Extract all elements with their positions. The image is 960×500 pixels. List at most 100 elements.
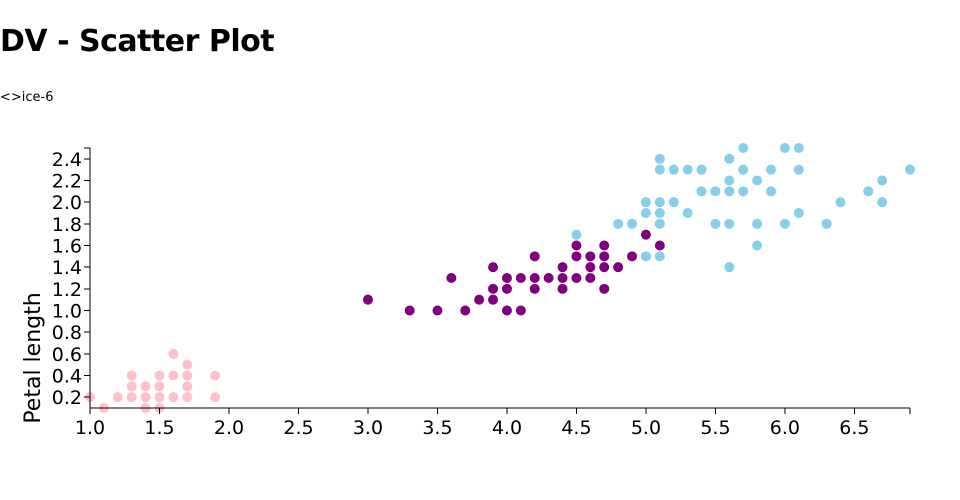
- data-point: [752, 240, 763, 251]
- y-tick-label: 0.4: [52, 366, 82, 388]
- data-point: [779, 143, 790, 153]
- data-point: [460, 305, 471, 316]
- data-point: [766, 186, 777, 197]
- y-tick-label: 0.8: [52, 322, 82, 344]
- data-point: [154, 370, 165, 381]
- data-point: [738, 186, 749, 197]
- data-point: [515, 305, 526, 316]
- page-title: DV - Scatter Plot: [0, 24, 275, 59]
- data-point: [529, 273, 540, 283]
- y-tick-label: 1.0: [52, 301, 82, 323]
- data-point: [515, 273, 526, 283]
- data-point: [627, 218, 638, 229]
- data-point: [126, 381, 137, 392]
- data-point: [404, 305, 415, 316]
- y-tick-label: 1.8: [52, 214, 82, 236]
- data-point: [488, 294, 499, 305]
- y-tick-label: 1.2: [52, 279, 82, 301]
- data-point: [168, 392, 179, 403]
- data-point: [571, 273, 582, 283]
- page-subtitle: <>ice-6: [0, 90, 54, 105]
- y-tick-label: 0.6: [52, 344, 82, 366]
- data-point: [710, 218, 721, 229]
- x-tick-label: 4.5: [561, 417, 591, 439]
- data-point: [724, 153, 735, 164]
- x-axis: 1.0 1.5 2.0 2.5 3.0 3.5 4.0 4.5 5.0 5.5 6.0 6.5: [75, 407, 911, 439]
- data-point: [154, 381, 165, 392]
- data-point: [766, 164, 777, 175]
- data-point: [682, 164, 693, 175]
- data-point: [168, 348, 179, 359]
- data-point: [362, 294, 373, 305]
- data-point: [529, 251, 540, 262]
- x-tick-label: 3.5: [422, 417, 452, 439]
- data-point: [793, 208, 804, 218]
- data-point: [738, 164, 749, 175]
- data-point: [501, 305, 512, 316]
- x-tick-label: 1.5: [144, 417, 174, 439]
- x-tick-label: 2.5: [283, 417, 313, 439]
- data-point: [585, 273, 596, 283]
- data-point: [752, 218, 763, 229]
- data-point: [793, 164, 804, 175]
- y-axis-title: Petal length: [21, 292, 46, 423]
- data-point: [599, 283, 610, 294]
- data-point: [640, 197, 651, 208]
- data-point: [168, 370, 179, 381]
- data-point: [529, 283, 540, 294]
- data-point: [557, 283, 568, 294]
- x-tick-label: 5.5: [700, 417, 730, 439]
- x-tick-label: 3.0: [353, 417, 383, 439]
- x-tick-label: 6.0: [770, 417, 800, 439]
- y-tick-label: 2.4: [52, 149, 82, 171]
- data-point: [710, 186, 721, 197]
- data-point: [835, 197, 846, 208]
- points-layer: [85, 143, 915, 413]
- data-point: [640, 251, 651, 262]
- x-tick-label: 4.0: [492, 417, 522, 439]
- data-point: [488, 283, 499, 294]
- y-tick-label: 1.6: [52, 236, 82, 258]
- data-point: [724, 186, 735, 197]
- data-point: [724, 175, 735, 186]
- data-point: [640, 208, 651, 218]
- data-point: [599, 240, 610, 251]
- x-tick-label: 5.0: [631, 417, 661, 439]
- data-point: [696, 186, 707, 197]
- data-point: [210, 370, 221, 381]
- data-point: [668, 164, 679, 175]
- data-point: [877, 197, 888, 208]
- data-point: [585, 262, 596, 273]
- data-point: [599, 262, 610, 273]
- data-point: [654, 251, 665, 262]
- data-point: [654, 164, 665, 175]
- data-point: [182, 359, 193, 370]
- data-point: [126, 370, 137, 381]
- data-point: [571, 229, 582, 240]
- data-point: [752, 175, 763, 186]
- data-point: [654, 208, 665, 218]
- data-point: [182, 381, 193, 392]
- data-point: [654, 218, 665, 229]
- data-point: [613, 218, 624, 229]
- data-point: [654, 240, 665, 251]
- data-point: [654, 153, 665, 164]
- data-point: [501, 273, 512, 283]
- data-point: [627, 251, 638, 262]
- data-point: [501, 283, 512, 294]
- data-point: [446, 273, 457, 283]
- data-point: [557, 262, 568, 273]
- data-point: [724, 262, 735, 273]
- data-point: [682, 208, 693, 218]
- data-point: [182, 370, 193, 381]
- data-point: [571, 251, 582, 262]
- data-point: [821, 218, 832, 229]
- y-tick-label: 2.2: [52, 171, 82, 193]
- data-point: [724, 218, 735, 229]
- data-point: [905, 164, 915, 175]
- data-point: [154, 392, 165, 403]
- data-point: [654, 197, 665, 208]
- x-tick-label: 6.5: [839, 417, 869, 439]
- data-point: [210, 392, 221, 403]
- data-point: [543, 273, 554, 283]
